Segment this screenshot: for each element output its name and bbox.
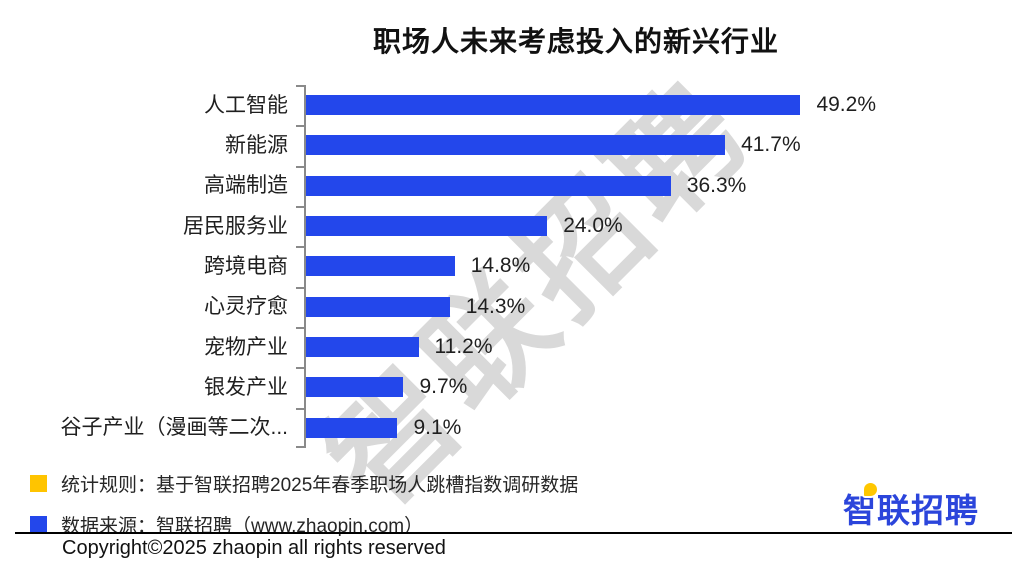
bar xyxy=(306,296,450,317)
bar-row: 宠物产业 11.2% xyxy=(30,327,996,367)
bar-row: 高端制造 36.3% xyxy=(30,166,996,206)
category-label: 新能源 xyxy=(225,133,288,157)
footer-divider xyxy=(15,532,1012,534)
axis-tick xyxy=(296,287,304,289)
bar-track: 49.2% xyxy=(296,85,996,125)
bar-rows: 人工智能 49.2% 新能源 41.7% 高端制造 36.3% 居民服务业 24.0% 跨境电商… xyxy=(30,85,996,448)
bar-row: 跨境电商 14.8% xyxy=(30,246,996,286)
value-label: 9.7% xyxy=(419,375,468,399)
bar-track: 41.7% xyxy=(296,125,996,165)
note-statistic-rule: 统计规则：基于智联招聘2025年春季职场人跳槽指数调研数据 xyxy=(30,470,578,497)
bar xyxy=(306,95,801,116)
category-label: 宠物产业 xyxy=(204,335,288,359)
bar xyxy=(306,377,404,398)
category-label: 人工智能 xyxy=(204,93,288,117)
note-text: 统计规则：基于智联招聘2025年春季职场人跳槽指数调研数据 xyxy=(61,475,579,496)
category-label: 银发产业 xyxy=(204,375,288,399)
category-label: 高端制造 xyxy=(204,174,288,198)
category-label: 谷子产业（漫画等二次... xyxy=(60,416,288,440)
bar xyxy=(306,175,671,196)
yellow-swatch-icon xyxy=(30,475,47,492)
chart-title: 职场人未来考虑投入的新兴行业 xyxy=(372,26,779,57)
bar xyxy=(306,135,726,156)
bar-row: 人工智能 49.2% xyxy=(30,85,996,125)
note-text: 数据来源：智联招聘（www.zhaopin.com） xyxy=(61,516,424,537)
bar-track: 14.3% xyxy=(296,287,996,327)
bar-track: 9.7% xyxy=(296,367,996,407)
axis-tick xyxy=(296,327,304,329)
blue-swatch-icon xyxy=(30,516,47,533)
axis-tick xyxy=(296,85,304,87)
note-data-source: 数据来源：智联招聘（www.zhaopin.com） xyxy=(30,511,578,538)
category-label: 居民服务业 xyxy=(183,214,288,238)
footer-notes: 统计规则：基于智联招聘2025年春季职场人跳槽指数调研数据 数据来源：智联招聘（… xyxy=(30,470,578,538)
bar-row: 心灵疗愈 14.3% xyxy=(30,287,996,327)
value-label: 49.2% xyxy=(816,93,876,117)
speech-bubble-icon xyxy=(864,483,877,496)
value-label: 9.1% xyxy=(413,415,462,439)
axis-tick xyxy=(296,206,304,208)
axis-tick xyxy=(296,125,304,127)
bar xyxy=(306,417,398,438)
bar xyxy=(306,216,548,237)
zhaopin-logo: 智联招聘 xyxy=(843,483,979,532)
bar-track: 11.2% xyxy=(296,327,996,367)
zhaopin-logo-text: 智联招聘 xyxy=(843,492,979,529)
bar-track: 9.1% xyxy=(296,408,996,448)
category-label: 跨境电商 xyxy=(204,254,288,278)
axis-tick xyxy=(296,446,304,448)
category-label: 心灵疗愈 xyxy=(204,295,288,319)
bar-track: 14.8% xyxy=(296,246,996,286)
bar-track: 36.3% xyxy=(296,166,996,206)
value-label: 41.7% xyxy=(741,133,801,157)
bar-chart: 人工智能 49.2% 新能源 41.7% 高端制造 36.3% 居民服务业 24.0% 跨境电商… xyxy=(30,85,996,448)
bar-row: 新能源 41.7% xyxy=(30,125,996,165)
value-label: 14.3% xyxy=(465,294,526,318)
value-label: 14.8% xyxy=(470,254,531,278)
bar-row: 谷子产业（漫画等二次... 9.1% xyxy=(30,408,996,448)
copyright-text: Copyright©2025 zhaopin all rights reserv… xyxy=(62,537,446,559)
bar-row: 银发产业 9.7% xyxy=(30,367,996,407)
axis-tick xyxy=(296,246,304,248)
value-label: 24.0% xyxy=(563,214,623,238)
y-axis-line xyxy=(304,85,306,448)
bar-track: 24.0% xyxy=(296,206,996,246)
value-label: 11.2% xyxy=(434,335,493,359)
bar-row: 居民服务业 24.0% xyxy=(30,206,996,246)
bar xyxy=(306,256,455,277)
axis-tick xyxy=(296,367,304,369)
bar xyxy=(306,337,419,358)
axis-tick xyxy=(296,408,304,410)
axis-tick xyxy=(296,166,304,168)
value-label: 36.3% xyxy=(686,173,747,197)
